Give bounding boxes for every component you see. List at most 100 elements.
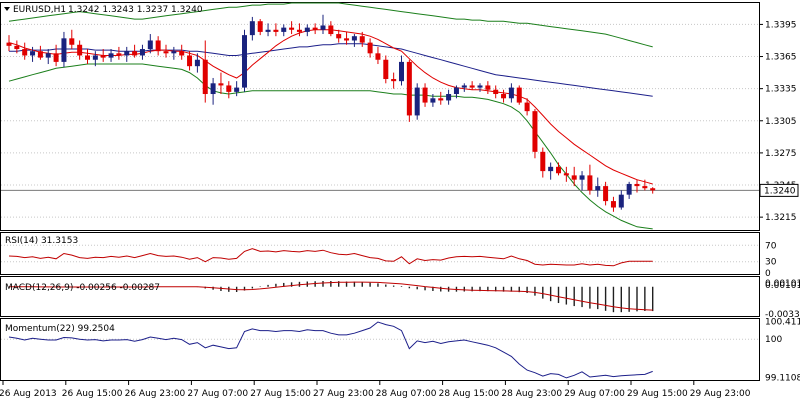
candle[interactable] [642, 179, 648, 191]
candle[interactable] [281, 24, 287, 37]
candle[interactable] [132, 44, 138, 58]
candle[interactable] [226, 81, 232, 99]
candle[interactable] [524, 98, 530, 116]
candle[interactable] [579, 171, 585, 191]
candle[interactable] [242, 29, 247, 92]
candle[interactable] [53, 44, 59, 67]
candle[interactable] [461, 83, 467, 92]
price-tick-label: 1.3215 [765, 213, 797, 223]
candle[interactable] [469, 81, 475, 90]
candle[interactable] [61, 31, 67, 68]
candle[interactable] [344, 31, 350, 45]
candle[interactable] [171, 46, 177, 60]
candle[interactable] [406, 59, 412, 122]
candle-body [242, 35, 247, 88]
candle[interactable] [22, 42, 28, 60]
candle[interactable] [328, 21, 334, 37]
candle[interactable] [516, 85, 522, 105]
candle-body [446, 94, 452, 101]
candle[interactable] [367, 38, 373, 58]
ohlc-label: 1.3242 1.3243 1.3237 1.3240 [68, 5, 203, 15]
candle[interactable] [14, 40, 20, 54]
candle[interactable] [124, 46, 130, 62]
candle[interactable] [438, 91, 444, 105]
candle[interactable] [187, 51, 193, 71]
candle[interactable] [249, 16, 255, 41]
candle[interactable] [163, 44, 169, 58]
candle[interactable] [446, 89, 452, 105]
candle[interactable] [430, 94, 436, 107]
candle-body [650, 188, 656, 191]
candle[interactable] [116, 46, 122, 60]
candle[interactable] [540, 147, 546, 178]
candle[interactable] [610, 196, 616, 212]
candle[interactable] [92, 51, 98, 67]
candle[interactable] [155, 36, 161, 56]
candle[interactable] [30, 46, 36, 62]
candle[interactable] [108, 49, 114, 62]
candle[interactable] [383, 55, 389, 84]
candle[interactable] [603, 181, 609, 206]
candle[interactable] [100, 49, 106, 62]
candle[interactable] [571, 166, 577, 187]
candle[interactable] [359, 31, 365, 47]
candle[interactable] [6, 35, 12, 52]
rsi-tick-label: 30 [765, 258, 777, 268]
time-tick-label: 27 Aug 15:00 [250, 389, 311, 399]
candle[interactable] [399, 55, 404, 86]
candle[interactable] [202, 40, 208, 103]
candle[interactable] [296, 23, 302, 37]
candle[interactable] [485, 81, 491, 95]
candle[interactable] [650, 187, 656, 194]
candle[interactable] [634, 179, 640, 193]
candle[interactable] [312, 23, 318, 35]
candle[interactable] [493, 85, 499, 99]
candle-body [587, 175, 593, 191]
candle-body [226, 85, 232, 92]
candle[interactable] [587, 164, 593, 195]
candle[interactable] [265, 23, 271, 37]
candle[interactable] [85, 49, 90, 65]
candle[interactable] [77, 40, 83, 60]
candle[interactable] [37, 45, 43, 60]
candle[interactable] [422, 83, 428, 107]
candle[interactable] [234, 81, 240, 97]
candle[interactable] [210, 77, 216, 105]
candle[interactable] [69, 29, 75, 50]
price-tick-label: 1.3275 [765, 149, 797, 159]
candle[interactable] [257, 19, 263, 36]
candle[interactable] [273, 23, 279, 37]
candle[interactable] [595, 177, 601, 197]
candle-body [391, 79, 397, 82]
candle[interactable] [501, 89, 507, 103]
candle[interactable] [179, 44, 185, 60]
candle[interactable] [289, 21, 295, 35]
candle[interactable] [194, 53, 200, 73]
candle[interactable] [453, 85, 459, 99]
candle[interactable] [563, 166, 569, 182]
candle[interactable] [351, 34, 357, 47]
candle[interactable] [139, 44, 145, 60]
candle[interactable] [508, 83, 514, 103]
candle-body [296, 29, 302, 32]
dropdown-triangle-icon[interactable] [4, 7, 10, 11]
candle[interactable] [45, 49, 51, 65]
candle[interactable] [375, 46, 381, 65]
candle[interactable] [626, 181, 632, 199]
candle[interactable] [320, 14, 326, 35]
candle[interactable] [414, 83, 420, 120]
candle-body [187, 55, 193, 67]
candles[interactable] [6, 14, 656, 212]
candle[interactable] [304, 24, 310, 37]
candle[interactable] [532, 109, 538, 159]
candle[interactable] [218, 72, 224, 95]
candle[interactable] [147, 34, 153, 54]
candle[interactable] [618, 190, 624, 210]
candle[interactable] [477, 83, 483, 92]
candle[interactable] [556, 162, 561, 176]
candle[interactable] [336, 29, 342, 43]
candle[interactable] [548, 162, 554, 180]
candle-body [312, 27, 318, 30]
candle[interactable] [391, 72, 397, 89]
